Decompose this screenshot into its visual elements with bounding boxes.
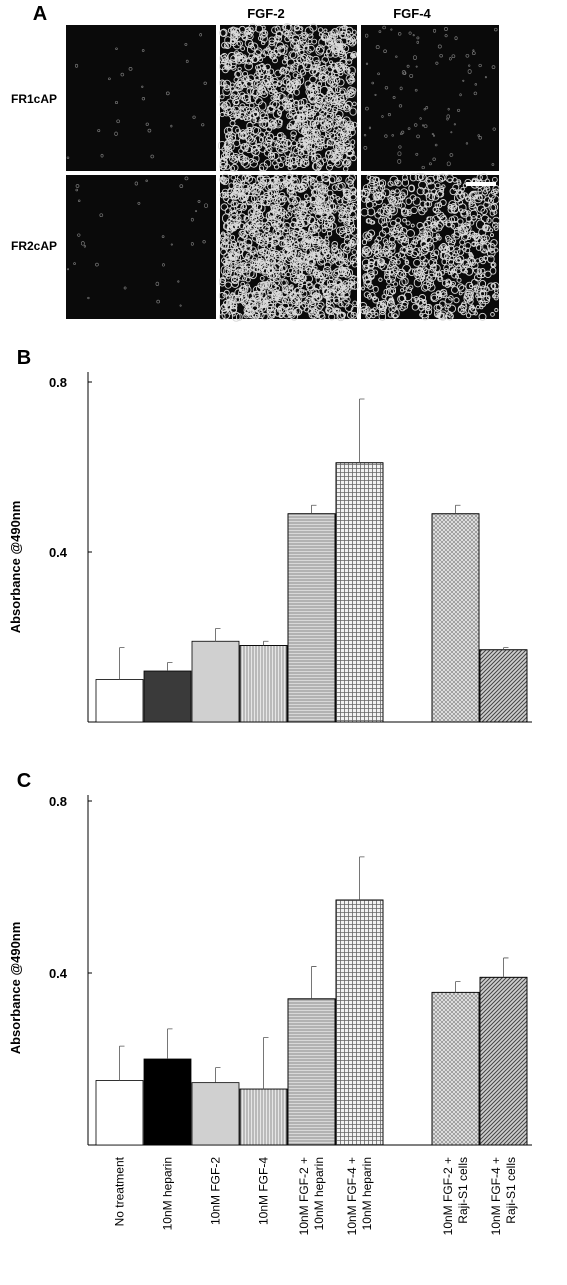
micrograph [66,25,216,171]
error-bar [167,662,173,671]
bar [143,1058,192,1146]
error-bar [455,504,461,514]
y-axis-label: Absorbance @490nm [8,501,23,634]
bar-hatch [335,899,384,1146]
error-bar [167,1028,173,1059]
panel-label: C [17,770,31,792]
cells [363,25,498,170]
x-tick-label: 10nM heparin [360,1157,374,1230]
bar [95,679,144,723]
cells [67,176,208,307]
panel-label: A [33,3,47,25]
bar [191,1082,240,1146]
bar [191,640,240,723]
panel-label: B [17,347,31,369]
column-header: FGF-2 [247,6,285,21]
error-bar [215,628,221,642]
cells [218,23,358,172]
bar-hatch [335,462,384,723]
micrograph [361,25,499,171]
error-bar [503,647,509,650]
cells [218,172,360,322]
cells [66,33,207,159]
error-bar [503,957,509,978]
micrograph [66,175,216,319]
row-header: FR2cAP [11,239,57,253]
error-bar [359,398,365,463]
y-tick-label: 0.8 [49,375,67,390]
error-bar [311,504,317,514]
x-tick-label: 10nM FGF-2 + [441,1157,455,1235]
error-bar [215,1067,221,1083]
error-bar [119,647,125,680]
x-tick-label: 10nM heparin [312,1157,326,1230]
cells [358,172,501,321]
y-axis-label: Absorbance @490nm [8,922,23,1055]
row-header: FR1cAP [11,92,57,106]
y-tick-label: 0.4 [49,545,68,560]
bar-hatch [479,976,528,1146]
bar-hatch [431,991,480,1146]
error-bar [119,1045,125,1081]
bar-hatch [287,998,336,1146]
bar [95,1080,144,1146]
error-bar [455,981,461,993]
bar [143,670,192,723]
x-tick-label: 10nM FGF-4 + [345,1157,359,1235]
bar-hatch [479,649,528,723]
micrographs [66,23,501,322]
bar-hatch [431,513,480,723]
x-tick-label: Raji-S1 cells [504,1157,518,1224]
error-bar [359,856,365,900]
x-tick-label: 10nM FGF-2 + [297,1157,311,1235]
bar-hatch [239,1088,288,1146]
x-tick-label: No treatment [113,1156,127,1226]
bar-hatch [239,645,288,723]
x-tick-label: 10nM FGF-4 [257,1157,271,1225]
bar-hatch [287,513,336,723]
x-tick-label: 10nM heparin [161,1157,175,1230]
error-bar [311,966,317,999]
error-bar [263,1037,269,1090]
y-tick-label: 0.8 [49,794,67,809]
error-bar [263,640,269,646]
y-tick-label: 0.4 [49,966,68,981]
x-tick-label: 10nM FGF-4 + [489,1157,503,1235]
x-tick-label: Raji-S1 cells [456,1157,470,1224]
column-header: FGF-4 [393,6,431,21]
x-tick-label: 10nM FGF-2 [209,1157,223,1225]
